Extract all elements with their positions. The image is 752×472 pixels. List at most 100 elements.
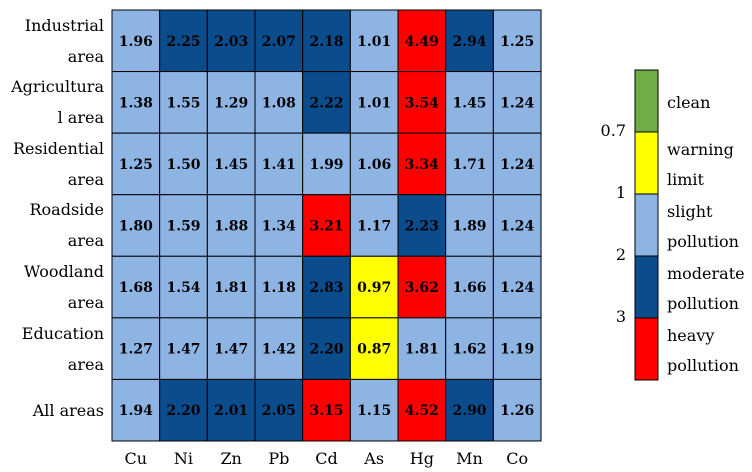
- legend-label: moderate pollution: [667, 259, 745, 319]
- cell-value-label: 1.94: [119, 403, 153, 419]
- cell-value-label: 1.06: [357, 157, 391, 173]
- cell-value-label: 1.71: [452, 157, 486, 173]
- cell-value-label: 1.01: [357, 34, 391, 50]
- cell-value-label: 1.42: [262, 342, 296, 358]
- cell-value-label: 2.03: [214, 34, 248, 50]
- heatmap-cell: [159, 132, 208, 196]
- cell-value-label: 1.29: [214, 95, 248, 111]
- column-label: Cd: [315, 448, 338, 468]
- cell-value-label: 2.18: [309, 34, 343, 50]
- cell-value-label: 1.25: [119, 157, 153, 173]
- heatmap-cell: [159, 378, 208, 442]
- legend-threshold-label: 2: [615, 245, 626, 264]
- row-label-line: area: [67, 46, 104, 66]
- cell-value-label: 3.62: [405, 280, 439, 296]
- row-label-line: area: [67, 169, 104, 189]
- heatmap-cell: [111, 255, 161, 319]
- row-label-line: area: [67, 231, 104, 251]
- heatmap-cell: [349, 9, 399, 73]
- column-label: Zn: [220, 448, 242, 468]
- legend-label-line: pollution: [667, 356, 739, 375]
- cell-value-label: 1.24: [500, 219, 534, 235]
- legend-threshold-label: 0.7: [600, 121, 626, 140]
- legend-label-line: pollution: [667, 294, 739, 313]
- row-label-line: l area: [57, 108, 104, 128]
- cell-value-label: 1.24: [500, 95, 534, 111]
- row-label-line: area: [67, 293, 104, 313]
- row-label: Roadside area: [0, 194, 105, 256]
- heatmap-cell: [254, 317, 304, 380]
- legend-label-line: limit: [667, 170, 704, 189]
- cell-value-label: 2.83: [309, 280, 343, 296]
- cell-value-label: 1.18: [262, 280, 296, 296]
- cell-value-label: 2.23: [405, 219, 439, 235]
- heatmap-cell: [492, 194, 542, 257]
- cell-value-label: 1.24: [500, 280, 534, 296]
- row-label: Education area: [0, 318, 104, 380]
- heatmap-cell: [254, 132, 304, 196]
- cell-value-label: 1.41: [262, 157, 296, 173]
- cell-value-label: 3.15: [309, 403, 343, 419]
- heatmap-cell: [206, 132, 256, 196]
- cell-value-label: 2.22: [309, 95, 343, 111]
- heatmap-cell: [206, 255, 256, 319]
- row-label-line: Residential: [12, 138, 104, 158]
- cell-value-label: 1.66: [452, 280, 486, 296]
- cell-value-label: 1.38: [119, 95, 153, 111]
- heatmap-cell: [159, 194, 208, 257]
- heatmap-cell: [111, 9, 161, 73]
- legend-label-line: clean: [667, 93, 711, 112]
- cell-value-label: 2.20: [166, 403, 200, 419]
- heatmap-cell: [349, 255, 399, 319]
- heatmap-cell: [492, 317, 542, 380]
- cell-value-label: 1.19: [500, 342, 534, 358]
- heatmap-cell: [302, 317, 351, 380]
- row-label-line: Roadside: [29, 200, 105, 220]
- legend-swatch: [634, 317, 659, 381]
- heatmap-cell: [159, 317, 208, 380]
- row-label: Agricultura l area: [0, 71, 104, 133]
- legend-threshold-label: 1: [615, 183, 626, 202]
- heatmap-cell: [397, 255, 447, 319]
- heatmap-cell: [111, 132, 161, 196]
- heatmap-cell: [111, 317, 161, 380]
- heatmap-cell: [397, 378, 447, 442]
- cell-value-label: 3.54: [405, 95, 439, 111]
- row-label-line: Agricultura: [11, 77, 104, 97]
- legend-label: warning limit: [667, 135, 734, 195]
- row-label-line: Industrial: [24, 15, 104, 35]
- legend-label: heavy pollution: [667, 321, 739, 381]
- cell-value-label: 1.45: [214, 157, 248, 173]
- cell-value-label: 1.88: [214, 219, 248, 235]
- legend-threshold-label: 3: [615, 307, 626, 326]
- cell-value-label: 2.94: [452, 34, 486, 50]
- heatmap-cell: [302, 71, 351, 134]
- cell-value-label: 1.96: [119, 34, 153, 50]
- cell-value-label: 4.49: [405, 34, 439, 50]
- cell-value-label: 1.24: [500, 157, 534, 173]
- heatmap-cell: [111, 378, 161, 442]
- legend-label: clean: [667, 88, 710, 118]
- cell-value-label: 1.50: [166, 157, 200, 173]
- column-label: Mn: [456, 448, 483, 468]
- cell-value-label: 3.21: [309, 219, 343, 235]
- cell-value-label: 2.01: [214, 403, 248, 419]
- legend-swatch: [634, 193, 659, 257]
- heatmap-cell: [206, 9, 256, 73]
- cell-value-label: 1.80: [119, 219, 153, 235]
- column-label: Pb: [268, 448, 290, 468]
- heatmap-cell: [445, 317, 494, 380]
- legend-swatch: [634, 255, 659, 319]
- heatmap-cell: [111, 194, 161, 257]
- column-label: Ni: [173, 448, 194, 468]
- cell-value-label: 1.54: [166, 280, 200, 296]
- cell-value-label: 1.45: [452, 95, 486, 111]
- heatmap-cell: [111, 71, 161, 134]
- heatmap-cell: [397, 71, 447, 134]
- cell-value-label: 1.27: [119, 342, 153, 358]
- cell-value-label: 2.90: [452, 403, 486, 419]
- heatmap-cell: [206, 378, 256, 442]
- legend-label-line: heavy: [667, 326, 715, 345]
- cell-value-label: 2.05: [262, 403, 296, 419]
